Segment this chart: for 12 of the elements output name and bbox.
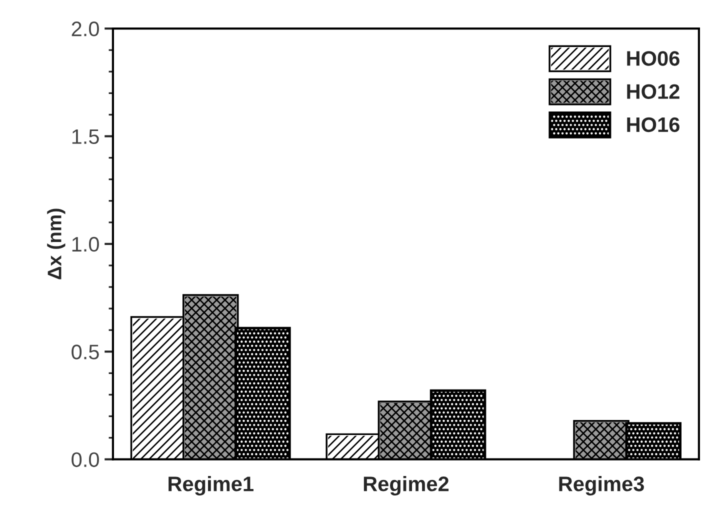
- legend-label: HO16: [627, 117, 680, 132]
- y-tick-label: 1.5: [72, 129, 99, 144]
- legend-label: HO06: [627, 51, 680, 66]
- x-tick-label: Regime3: [559, 476, 644, 496]
- y-tick-label: 2.0: [72, 22, 99, 36]
- y-axis-title: Δx (nm): [47, 208, 66, 280]
- y-tick-label: 1.0: [72, 236, 99, 252]
- x-tick-label: Regime2: [364, 476, 449, 496]
- y-tick-label: 0.0: [72, 452, 99, 468]
- y-tick-label: 0.5: [72, 344, 99, 360]
- legend-label: HO12: [627, 84, 680, 99]
- x-tick-label: Regime1: [168, 476, 254, 496]
